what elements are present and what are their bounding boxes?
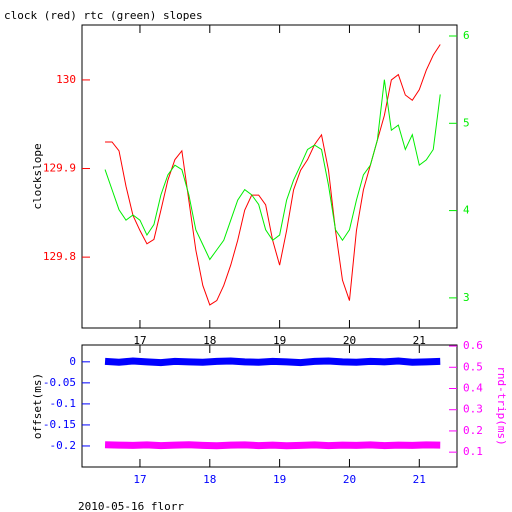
y-tick-label: 0.1 (463, 445, 483, 458)
y-tick-label: 3 (463, 291, 470, 304)
data-line (104, 357, 441, 367)
data-line (104, 441, 441, 450)
y-tick-label: -0.05 (43, 376, 76, 389)
y-tick-label: 130 (56, 73, 76, 86)
chart-title: clock (red) rtc (green) slopes (4, 9, 203, 22)
y-tick-label: -0.2 (50, 439, 77, 452)
y-tick-label: 0.4 (463, 381, 483, 394)
y-tick-label: -0.15 (43, 418, 76, 431)
x-tick-label: 20 (343, 334, 356, 347)
x-tick-label: 21 (413, 334, 426, 347)
x-tick-label: 17 (133, 473, 146, 486)
plot-frame (81, 24, 458, 329)
plot-frame (81, 344, 458, 468)
x-tick-label: 18 (203, 334, 216, 347)
y-tick-label: -0.1 (50, 397, 77, 410)
y-axis-title: clockslope (31, 143, 44, 209)
y-tick-label: 129.8 (43, 250, 76, 263)
y-tick-label: 129.9 (43, 162, 76, 175)
y-tick-label: 4 (463, 204, 470, 217)
y-tick-label: 0.3 (463, 403, 483, 416)
x-tick-label: 19 (273, 473, 286, 486)
y-tick-label: 0 (69, 355, 76, 368)
y-tick-label: 5 (463, 116, 470, 129)
x-tick-label: 19 (273, 334, 286, 347)
x-tick-label: 20 (343, 473, 356, 486)
data-line (104, 79, 441, 261)
x-tick-label: 17 (133, 334, 146, 347)
y-tick-label: 0.6 (463, 339, 483, 352)
y-tick-label: 6 (463, 29, 470, 42)
y-tick-label: 0.5 (463, 360, 483, 373)
x-tick-label: 18 (203, 473, 216, 486)
footer: 2010-05-16 florr (78, 500, 184, 512)
y2-axis-title: rnd-trip(ms) (495, 366, 508, 445)
y-tick-label: 0.2 (463, 424, 483, 437)
y-axis-title: offset(ms) (31, 373, 44, 439)
x-tick-label: 21 (413, 473, 426, 486)
